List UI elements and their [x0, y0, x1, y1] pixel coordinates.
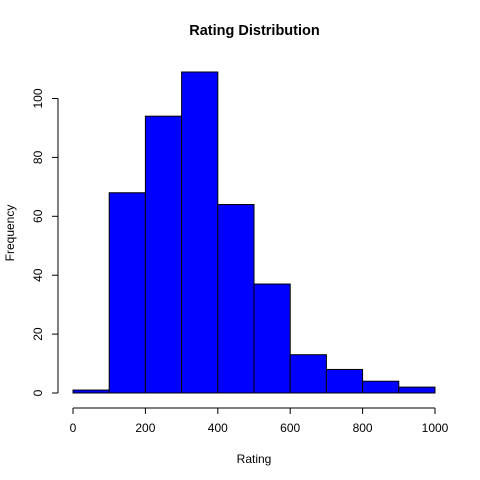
y-tick-label: 60 — [31, 209, 45, 223]
histogram-bar — [253, 283, 291, 394]
histogram-bar — [398, 386, 436, 394]
x-axis: 0 200 400 600 800 1000 — [70, 407, 449, 435]
y-tick-label: 0 — [31, 389, 45, 396]
histogram-bar — [181, 71, 219, 394]
histogram-bar — [144, 115, 183, 394]
chart-title: Rating Distribution — [189, 23, 320, 39]
bars-group — [72, 71, 436, 394]
histogram-bar — [108, 192, 146, 394]
y-tick-label: 80 — [31, 150, 45, 164]
histogram-bar — [362, 380, 400, 394]
y-axis-label: Frequency — [3, 205, 17, 262]
y-axis: 0 20 40 60 80 100 — [31, 88, 59, 396]
y-tick-label: 20 — [31, 327, 45, 341]
histogram-bar — [289, 354, 327, 394]
y-tick-label: 40 — [31, 268, 45, 282]
x-tick-label: 600 — [280, 421, 300, 435]
x-tick-label: 400 — [208, 421, 228, 435]
x-tick-label: 800 — [353, 421, 373, 435]
y-tick-label: 100 — [31, 88, 45, 108]
x-axis-label: Rating — [237, 452, 272, 466]
x-tick-label: 1000 — [422, 421, 449, 435]
x-tick-label: 0 — [70, 421, 77, 435]
x-tick-label: 200 — [135, 421, 155, 435]
histogram-bar — [217, 204, 255, 394]
histogram-bar — [325, 368, 364, 394]
histogram-bar — [72, 389, 110, 394]
